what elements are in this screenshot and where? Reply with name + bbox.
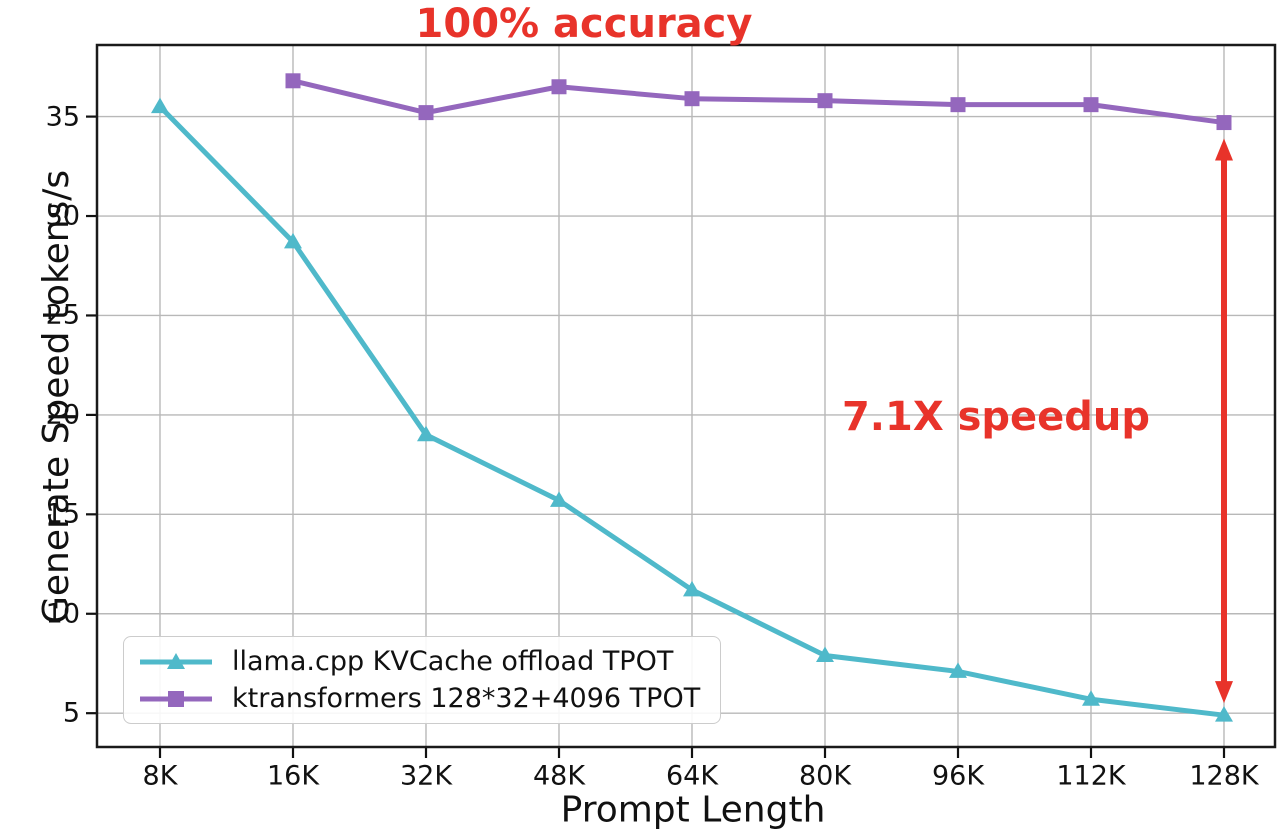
x-tick-label: 8K (142, 760, 178, 792)
y-tick-label: 10 (45, 598, 80, 630)
legend-label-llamacpp: llama.cpp KVCache offload TPOT (232, 646, 674, 677)
x-tick-label: 64K (665, 760, 719, 792)
legend-item-llamacpp: llama.cpp KVCache offload TPOT (136, 646, 700, 677)
y-axis-label: Generate Speed tokens/s (36, 169, 77, 624)
y-tick-label: 25 (45, 299, 80, 331)
legend: llama.cpp KVCache offload TPOT ktransfor… (123, 636, 722, 724)
y-tick-label: 20 (45, 399, 80, 431)
x-tick-label: 16K (266, 760, 320, 792)
legend-label-ktransformers: ktransformers 128*32+4096 TPOT (232, 683, 701, 714)
x-tick-label: 112K (1056, 760, 1126, 792)
x-tick-label: 128K (1189, 760, 1259, 792)
x-axis-label: Prompt Length (560, 789, 826, 831)
x-tick-label: 96K (931, 760, 985, 792)
x-tick-label: 32K (399, 760, 453, 792)
chart-title: 100% accuracy (415, 1, 753, 47)
y-tick-label: 5 (62, 697, 80, 729)
line-square-marker-icon (140, 690, 212, 707)
y-tick-label: 30 (45, 200, 80, 232)
legend-item-ktransformers: ktransformers 128*32+4096 TPOT (136, 683, 700, 714)
x-tick-label: 80K (798, 760, 852, 792)
y-tick-label: 15 (45, 498, 80, 530)
y-tick-label: 35 (45, 101, 80, 133)
line-triangle-marker-icon (140, 652, 212, 669)
speedup-annotation: 7.1X speedup (841, 394, 1151, 440)
x-tick-label: 48K (532, 760, 586, 792)
